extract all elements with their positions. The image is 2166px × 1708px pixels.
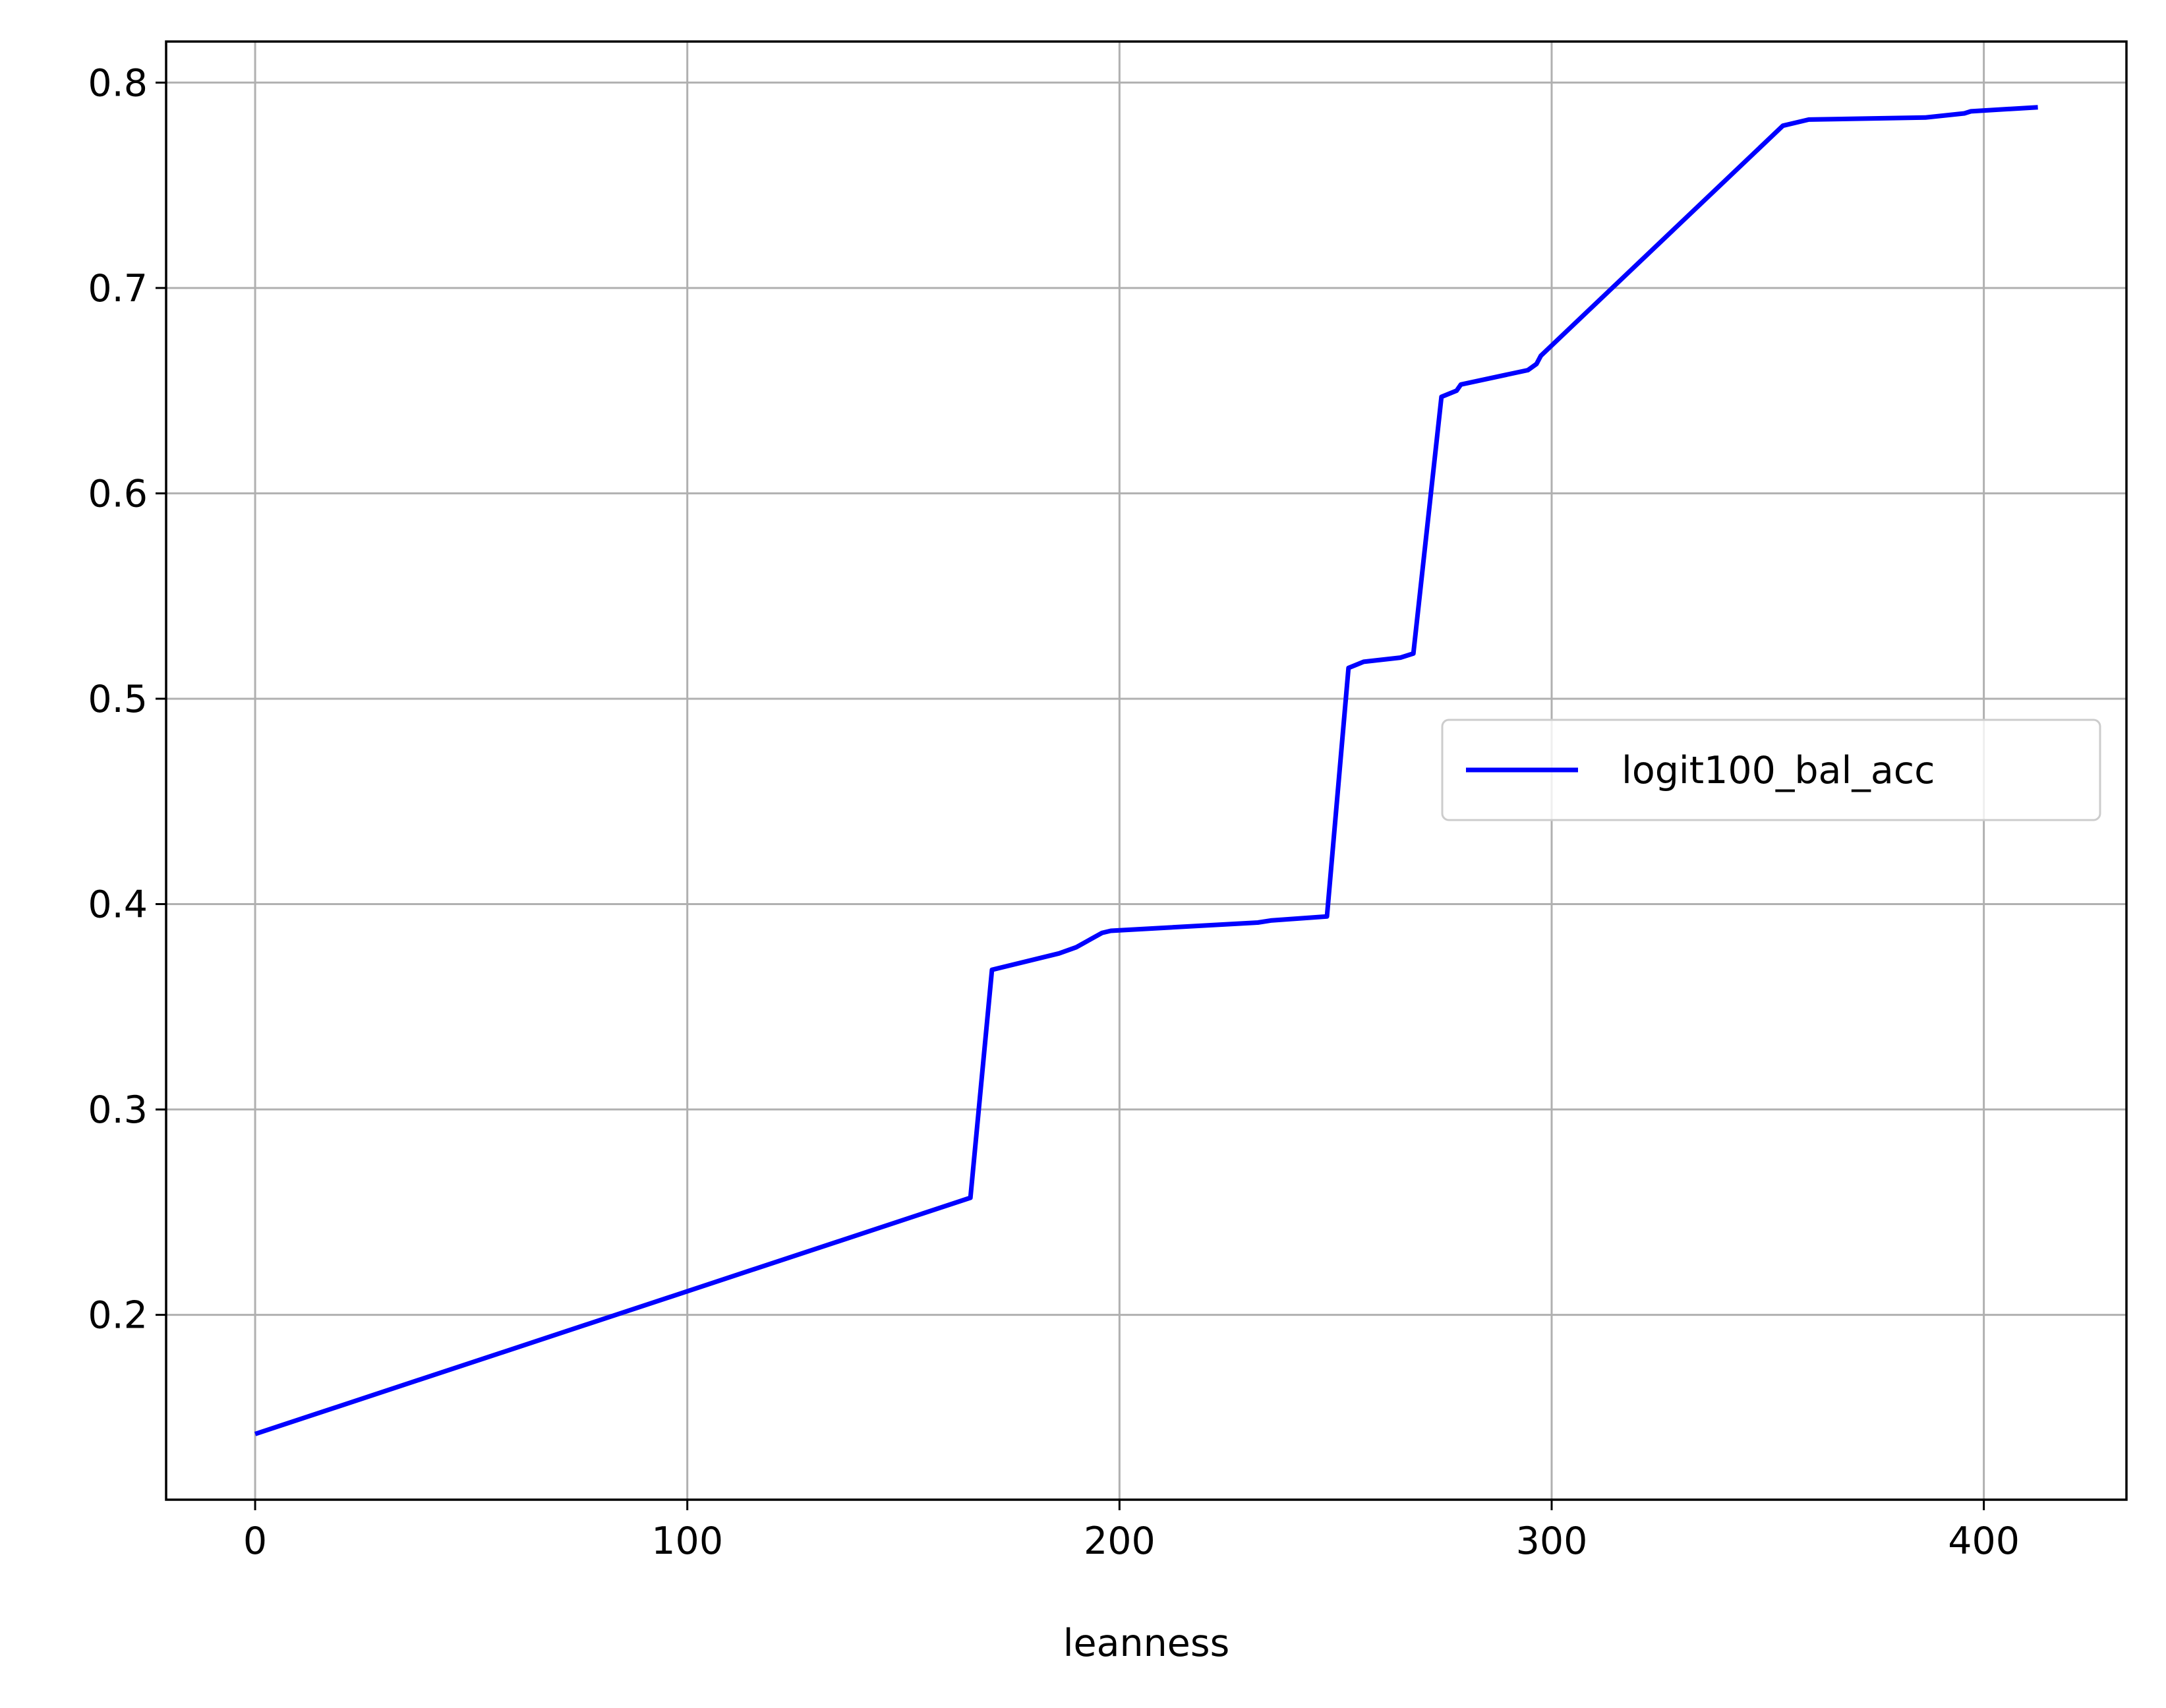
y-tick-label: 0.5 (88, 678, 148, 721)
x-axis-title: leanness (1063, 1622, 1230, 1665)
y-tick-label: 0.7 (88, 267, 148, 310)
x-tick-label: 400 (1948, 1519, 2020, 1563)
x-tick-label: 0 (243, 1519, 267, 1563)
legend: logit100_bal_acc (1441, 719, 2101, 821)
legend-label: logit100_bal_acc (1622, 749, 1935, 792)
plot-area-frame (165, 40, 2128, 1501)
y-tick-label: 0.3 (88, 1088, 148, 1132)
y-axis: 0.2 0.3 0.4 0.5 0.6 0.7 0.8 (88, 61, 166, 1338)
y-tick-label: 0.4 (88, 883, 148, 927)
x-tick-label: 100 (651, 1519, 723, 1563)
series-line (254, 105, 2038, 1436)
y-tick-label: 0.6 (88, 472, 148, 515)
y-tick-label: 0.8 (88, 61, 148, 105)
y-tick-label: 0.2 (88, 1294, 148, 1338)
series-group (254, 105, 2038, 1436)
x-axis: 0 100 200 300 400 (243, 1500, 2020, 1563)
x-tick-label: 200 (1084, 1519, 1156, 1563)
legend-box (1441, 719, 2101, 821)
x-tick-label: 300 (1516, 1519, 1588, 1563)
